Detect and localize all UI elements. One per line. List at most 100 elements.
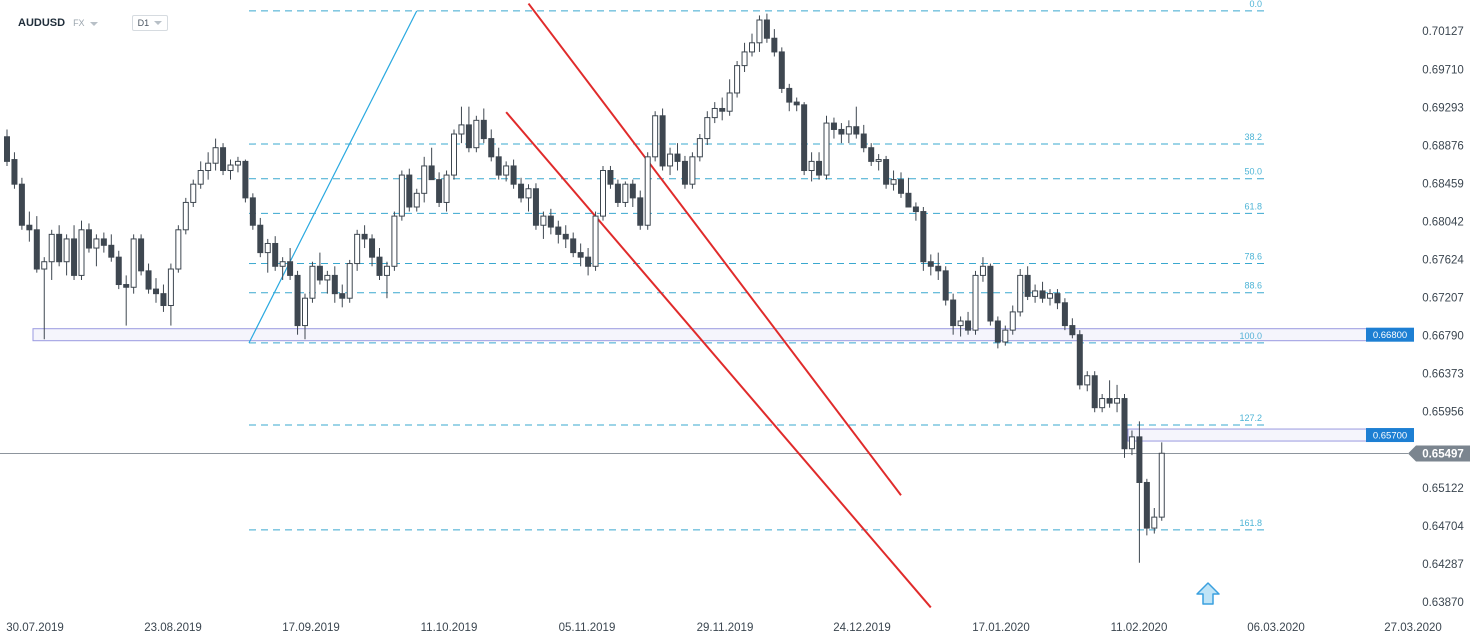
bearish-candle-body <box>987 265 994 322</box>
bullish-candle-body <box>540 215 547 226</box>
candle <box>927 254 934 276</box>
bullish-candle-body <box>41 261 48 270</box>
bearish-candle-body <box>1061 302 1068 327</box>
candle <box>1002 325 1009 346</box>
fib-level-label: 100.0 <box>1239 331 1262 341</box>
bullish-candle-body <box>1009 311 1016 331</box>
bearish-candle-body <box>108 244 115 258</box>
candle <box>48 229 55 280</box>
candle <box>890 170 897 191</box>
bullish-candle-body <box>1151 516 1158 529</box>
bullish-candle-body <box>78 229 85 276</box>
candle <box>93 234 100 267</box>
candle <box>458 106 465 144</box>
market-selector[interactable]: FX <box>73 18 98 28</box>
bullish-candle-body <box>734 65 741 94</box>
candle <box>242 159 249 203</box>
candle <box>540 211 547 239</box>
bullish-candle-body <box>1084 375 1091 386</box>
bearish-candle-body <box>674 153 681 162</box>
y-tick-label: 0.65956 <box>1422 407 1464 419</box>
chart-toolbar: AUDUSD FX D1 <box>18 12 169 34</box>
bullish-candle-body <box>458 124 465 135</box>
candle <box>302 293 308 340</box>
bearish-candle-body <box>555 226 562 235</box>
candle <box>793 97 800 112</box>
bearish-candle-body <box>830 122 837 130</box>
bullish-candle-body <box>823 122 830 176</box>
bullish-candle-body <box>979 265 986 276</box>
arrow-up-icon <box>1196 582 1220 605</box>
y-tick-label: 0.70127 <box>1422 26 1464 38</box>
candle <box>972 270 979 335</box>
timeframe-selector[interactable]: D1 <box>131 15 169 31</box>
candle <box>1121 393 1128 458</box>
bullish-candle-body <box>205 162 212 172</box>
candle <box>1084 371 1091 392</box>
bearish-candle-body <box>719 107 726 112</box>
bearish-candle-body <box>339 293 346 299</box>
candle <box>249 193 256 230</box>
bearish-candle-body <box>123 284 130 288</box>
candle <box>331 266 338 303</box>
candle <box>652 111 659 162</box>
bullish-candle-body <box>421 165 428 194</box>
candle <box>138 234 145 276</box>
y-tick-label: 0.63870 <box>1422 597 1464 609</box>
candle <box>361 225 368 249</box>
candle <box>1061 298 1068 331</box>
candle <box>369 234 376 267</box>
candle <box>175 225 182 273</box>
candle <box>577 243 584 267</box>
candle <box>272 236 279 271</box>
candle <box>1091 371 1098 413</box>
candle <box>1032 284 1039 303</box>
bullish-candle-body <box>234 160 241 166</box>
candle <box>1128 430 1135 456</box>
candle <box>704 111 711 145</box>
candle <box>1047 289 1053 306</box>
current-price-tag <box>1408 445 1470 462</box>
candle <box>1151 508 1158 534</box>
candle <box>130 234 137 294</box>
bullish-candle-body <box>354 233 361 265</box>
bearish-candle-body <box>547 215 554 228</box>
bullish-candle-body <box>957 320 964 327</box>
bearish-candle-body <box>950 299 957 327</box>
candle <box>227 159 234 180</box>
candle <box>585 248 592 276</box>
candle <box>771 29 778 57</box>
y-tick-label: 0.68042 <box>1422 216 1464 228</box>
bearish-candle-body <box>614 183 621 203</box>
y-tick-label: 0.68876 <box>1422 140 1464 152</box>
bearish-candle-body <box>495 156 502 176</box>
candle <box>749 33 755 57</box>
bearish-candle-body <box>1106 398 1113 404</box>
bullish-candle-body <box>227 164 234 172</box>
bullish-candle-body <box>1032 290 1039 297</box>
candle <box>711 102 718 124</box>
bullish-candle-body <box>346 263 353 299</box>
candle <box>41 257 48 340</box>
candle <box>264 238 271 273</box>
candle <box>838 123 845 144</box>
candle <box>451 129 457 180</box>
zone-price-label: 0.65700 <box>1373 431 1407 442</box>
candle <box>1114 384 1121 413</box>
x-tick-label: 27.03.2020 <box>1384 622 1442 634</box>
candle <box>1143 478 1150 536</box>
bullish-candle-body <box>391 215 398 267</box>
bullish-candle-body <box>808 160 815 172</box>
candle <box>108 234 115 262</box>
candle <box>607 165 614 189</box>
bearish-candle-body <box>316 265 323 281</box>
bullish-candle-body <box>383 265 390 276</box>
fibonacci-levels: 0.0 38.2 50.0 61.8 78.6 88.6 100.0 127.2 161.8 <box>249 0 1266 531</box>
bullish-candle-body <box>1047 293 1053 299</box>
candle <box>443 170 450 212</box>
bearish-candle-body <box>71 238 78 276</box>
bullish-candle-body <box>451 133 457 176</box>
candle <box>309 261 316 303</box>
trendline <box>527 2 902 496</box>
